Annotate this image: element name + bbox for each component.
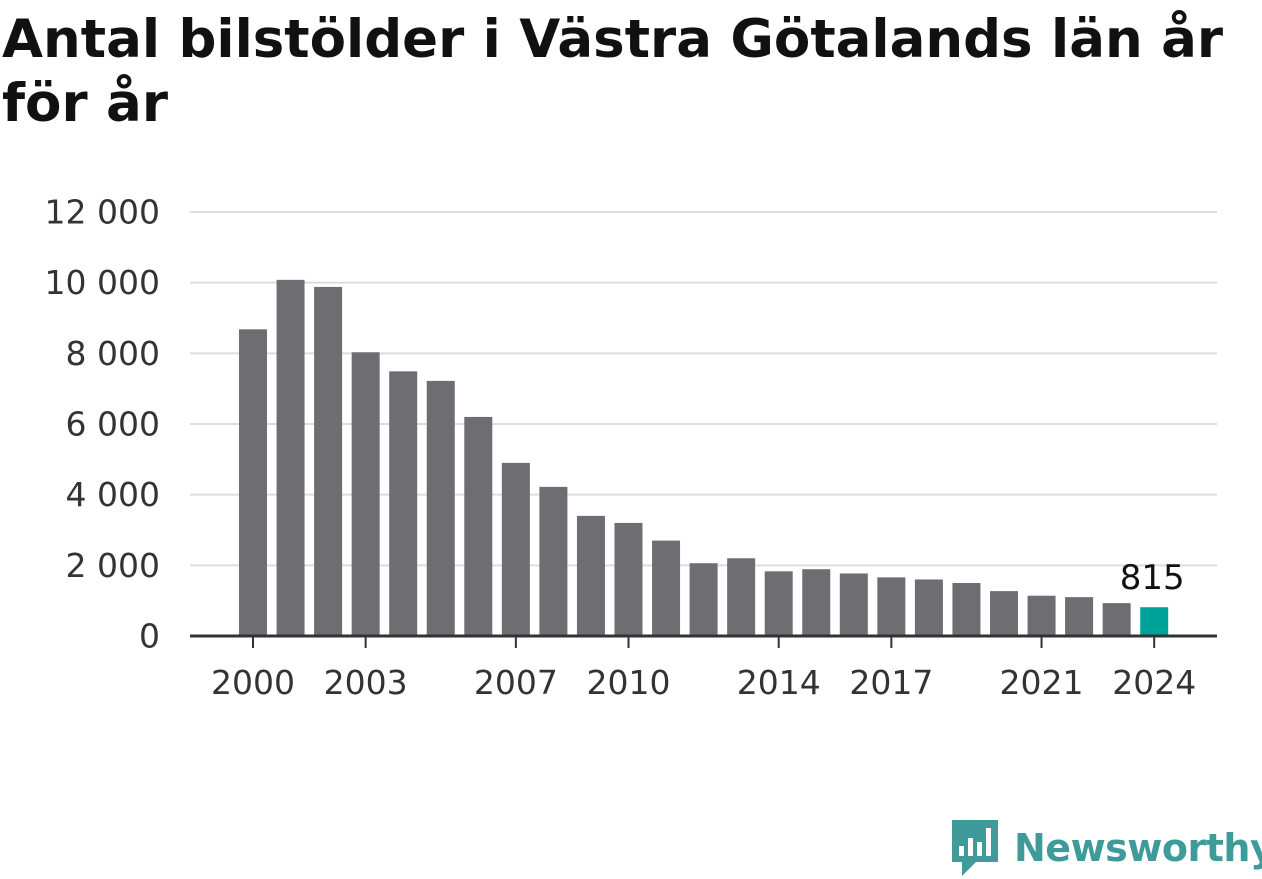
bar-2022 [1065, 597, 1094, 636]
bar-2004 [389, 371, 418, 636]
x-tick-label: 2014 [737, 663, 821, 702]
y-axis-ticks: 0 2 000 4 000 6 000 8 000 10 000 12 000 [45, 193, 160, 656]
bar-2002 [314, 286, 343, 636]
bar-2013 [727, 558, 756, 636]
bar-2021 [1027, 595, 1056, 636]
bar-2006 [464, 416, 493, 636]
newsworthy-logo: Newsworthy [950, 818, 1262, 878]
bar-2000 [239, 329, 267, 636]
y-tick-label: 12 000 [45, 193, 160, 232]
chart-title: Antal bilstölder i Västra Götalands län … [2, 9, 1224, 134]
annotations: 815 [1120, 558, 1185, 598]
grid-lines [190, 211, 1217, 567]
x-tick-label: 2010 [587, 663, 671, 702]
x-tick-label: 2021 [1000, 663, 1084, 702]
x-tick-label: 2024 [1112, 663, 1196, 702]
bar-2024 [1140, 607, 1169, 636]
x-tick-label: 2003 [324, 663, 408, 702]
x-tick-label: 2017 [849, 663, 933, 702]
newsworthy-logo-text: Newsworthy [1014, 826, 1262, 870]
x-tick-label: 2000 [211, 663, 295, 702]
y-tick-label: 2 000 [66, 546, 160, 585]
bar-2019 [952, 583, 981, 636]
y-tick-label: 0 [139, 617, 160, 656]
bar-2011 [652, 540, 681, 636]
bar-2001 [276, 279, 305, 636]
x-tick-label: 2007 [474, 663, 558, 702]
x-axis: 2000 2003 2007 2010 2014 2017 2021 2024 [190, 634, 1217, 702]
bar-2005 [426, 380, 455, 636]
bar-2017 [877, 577, 906, 636]
value-label-2024: 815 [1120, 558, 1185, 598]
bar-2012 [689, 563, 718, 636]
bar-2016 [839, 573, 868, 636]
bar-2007 [501, 462, 530, 636]
bar-2009 [576, 515, 605, 636]
y-tick-label: 4 000 [66, 475, 160, 514]
bar-2010 [614, 522, 643, 636]
bar-2003 [351, 352, 380, 636]
newsworthy-logo-icon [952, 820, 998, 876]
y-tick-label: 6 000 [66, 405, 160, 444]
bar-2018 [914, 579, 943, 636]
y-tick-label: 8 000 [66, 334, 160, 373]
y-tick-label: 10 000 [45, 263, 160, 302]
bar-2008 [539, 486, 568, 636]
bars [239, 279, 1169, 636]
bar-2015 [802, 569, 831, 636]
bar-2023 [1102, 603, 1131, 636]
bar-2020 [990, 591, 1018, 636]
bar-2014 [764, 571, 793, 636]
